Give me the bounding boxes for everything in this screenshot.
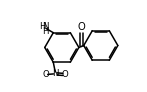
Text: O: O <box>43 70 49 79</box>
Text: O: O <box>61 70 68 79</box>
Text: H: H <box>39 22 45 31</box>
Text: O: O <box>77 22 85 32</box>
Text: H: H <box>42 27 49 36</box>
Text: N: N <box>42 22 49 31</box>
Text: N: N <box>52 69 59 78</box>
